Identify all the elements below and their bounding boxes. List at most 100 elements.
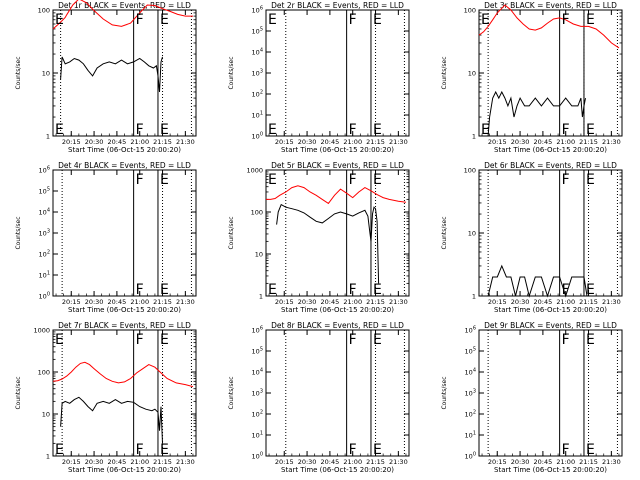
chart-title: Det 5r BLACK = Events, RED = LLD [271, 161, 404, 170]
x-tick-label: 21:30 [602, 138, 621, 146]
marker-label-bottom: E [160, 282, 169, 298]
chart-panel-1r: Det 1r BLACK = Events, RED = LLD 1 10 100 20… [15, 0, 197, 154]
x-axis-label: Start Time (06-Oct-15 20:00:20) [281, 466, 394, 474]
y-tick-label: 106 [252, 6, 263, 15]
y-axis-label: Counts/sec [228, 376, 235, 409]
x-tick-label: 21:00 [130, 298, 149, 306]
x-tick-label: 20:45 [534, 458, 553, 466]
marker-label-top: E [55, 12, 64, 28]
chart-panel-4r: Det 4r BLACK = Events, RED = LLD10010110… [15, 161, 197, 314]
marker-label-bottom: F [349, 442, 357, 458]
x-tick-label: 21:00 [343, 138, 362, 146]
marker-label-bottom: E [160, 442, 169, 458]
chart-panel-8r: Det 8r BLACK = Events, RED = LLD10010110… [228, 321, 410, 474]
y-tick-exponent: 2 [260, 90, 263, 96]
events-series-line [487, 90, 586, 137]
x-tick-label: 20:45 [321, 298, 340, 306]
x-tick-label: 20:15 [275, 138, 294, 146]
y-tick-label: 106 [465, 326, 476, 335]
y-tick-label: 10 [42, 70, 50, 78]
x-axis-label: Start Time (06-Oct-15 20:00:20) [494, 146, 607, 154]
y-tick-exponent: 3 [260, 69, 263, 75]
y-tick-exponent: 4 [260, 48, 263, 54]
y-tick-label: 105 [252, 27, 263, 36]
x-tick-label: 20:15 [488, 298, 507, 306]
y-axis-label: Counts/sec [441, 216, 448, 249]
y-tick-exponent: 6 [47, 166, 50, 172]
y-tick-exponent: 5 [260, 347, 263, 353]
y-tick-label: 104 [252, 368, 263, 377]
x-tick-label: 21:00 [556, 458, 575, 466]
marker-label-bottom: F [136, 442, 144, 458]
marker-label-top: F [349, 12, 357, 28]
marker-label-top: E [586, 172, 595, 188]
marker-label-top: E [160, 332, 169, 348]
y-tick-label: 102 [465, 410, 476, 419]
x-tick-label: 21:30 [389, 138, 408, 146]
y-tick-exponent: 5 [47, 187, 50, 193]
y-tick-exponent: 1 [473, 431, 476, 437]
x-tick-label: 21:30 [176, 298, 195, 306]
y-tick-label: 105 [39, 187, 50, 196]
marker-label-top: E [373, 332, 382, 348]
y-tick-label: 100 [252, 452, 263, 461]
y-tick-label: 1 [46, 453, 50, 461]
x-axis-label: Start Time (06-Oct-15 20:00:20) [68, 466, 181, 474]
y-tick-label: 101 [39, 271, 50, 280]
x-tick-label: 21:00 [130, 458, 149, 466]
x-tick-label: 20:45 [108, 138, 127, 146]
x-tick-label: 20:15 [62, 458, 81, 466]
x-tick-label: 20:30 [511, 458, 530, 466]
marker-label-top: F [136, 12, 144, 28]
marker-label-top: E [586, 12, 595, 28]
marker-label-top: F [562, 172, 570, 188]
chart-title: Det 7r BLACK = Events, RED = LLD [58, 321, 191, 330]
marker-label-bottom: E [55, 122, 64, 138]
y-tick-exponent: 0 [47, 292, 50, 298]
y-tick-label: 106 [252, 326, 263, 335]
marker-label-top: F [136, 172, 144, 188]
y-axis-label: Counts/sec [228, 216, 235, 249]
marker-label-top: F [136, 332, 144, 348]
y-axis-label: Counts/sec [228, 56, 235, 89]
x-tick-label: 21:30 [389, 458, 408, 466]
events-series-line [487, 264, 588, 298]
x-axis-label: Start Time (06-Oct-15 20:00:20) [68, 146, 181, 154]
y-tick-label: 102 [39, 250, 50, 259]
marker-label-top: E [586, 332, 595, 348]
y-tick-label: 106 [39, 166, 50, 175]
marker-label-bottom: E [373, 442, 382, 458]
x-axis-label: Start Time (06-Oct-15 20:00:20) [494, 466, 607, 474]
y-tick-label: 103 [39, 229, 50, 238]
x-tick-label: 20:45 [321, 138, 340, 146]
x-tick-label: 20:30 [85, 298, 104, 306]
y-tick-label: 100 [464, 167, 476, 175]
marker-label-bottom: E [160, 122, 169, 138]
marker-label-top: F [349, 332, 357, 348]
events-series-line [276, 203, 380, 284]
y-tick-label: 1000 [246, 167, 263, 175]
y-tick-label: 101 [252, 431, 263, 440]
y-tick-label: 100 [38, 7, 50, 15]
x-axis-label: Start Time (06-Oct-15 20:00:20) [281, 306, 394, 314]
y-tick-exponent: 0 [473, 452, 476, 458]
y-tick-label: 100 [38, 369, 50, 377]
x-tick-label: 21:00 [343, 298, 362, 306]
y-tick-label: 103 [252, 69, 263, 78]
y-tick-label: 105 [252, 347, 263, 356]
y-tick-label: 100 [251, 209, 263, 217]
x-tick-label: 21:00 [130, 138, 149, 146]
chart-title: Det 6r BLACK = Events, RED = LLD [484, 161, 617, 170]
marker-label-bottom: E [586, 282, 595, 298]
marker-label-top: E [160, 12, 169, 28]
y-tick-exponent: 0 [260, 132, 263, 138]
x-tick-label: 20:15 [275, 458, 294, 466]
chart-title: Det 1r BLACK = Events, RED = LLD [58, 1, 191, 10]
marker-label-bottom: E [268, 122, 277, 138]
x-tick-label: 21:15 [579, 298, 598, 306]
y-tick-exponent: 4 [260, 368, 263, 374]
marker-label-bottom: E [586, 122, 595, 138]
marker-label-top: F [562, 12, 570, 28]
y-tick-label: 101 [252, 111, 263, 120]
